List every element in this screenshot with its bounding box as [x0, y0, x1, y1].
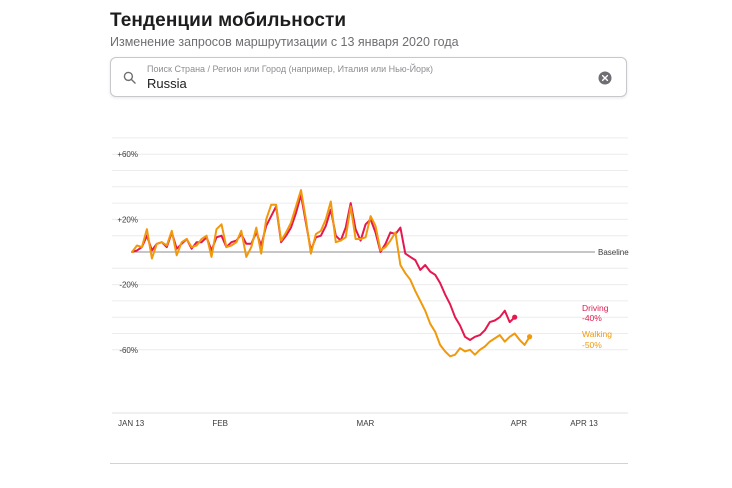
search-field[interactable]: Поиск Страна / Регион или Город (наприме… — [110, 57, 627, 97]
x-tick-label: JAN 13 — [118, 419, 145, 428]
driving-end-value: -40% — [582, 313, 602, 323]
y-tick-label: -20% — [119, 281, 138, 290]
clear-search-icon[interactable] — [598, 71, 612, 85]
search-placeholder: Поиск Страна / Регион или Город (наприме… — [147, 64, 433, 74]
walking-line — [131, 189, 531, 358]
baseline-label: Baseline — [598, 248, 629, 257]
search-icon — [123, 71, 136, 84]
search-input[interactable]: Russia — [147, 76, 187, 91]
y-tick-label: -60% — [119, 346, 138, 355]
y-tick-label: +20% — [117, 215, 138, 224]
x-tick-label: APR — [511, 419, 528, 428]
driving-legend-label: Driving — [582, 303, 609, 313]
page-title: Тенденции мобильности — [110, 10, 347, 31]
y-tick-label: +60% — [117, 150, 138, 159]
x-tick-label: APR 13 — [570, 419, 598, 428]
walking-end-value: -50% — [582, 340, 602, 350]
driving-line — [131, 193, 516, 341]
walking-end-marker — [527, 334, 533, 340]
page-subtitle: Изменение запросов маршрутизации с 13 ян… — [110, 35, 459, 49]
driving-end-marker — [512, 314, 518, 320]
section-divider — [110, 463, 628, 464]
x-tick-label: MAR — [357, 419, 375, 428]
x-tick-label: FEB — [212, 419, 228, 428]
walking-legend-label: Walking — [582, 329, 612, 339]
